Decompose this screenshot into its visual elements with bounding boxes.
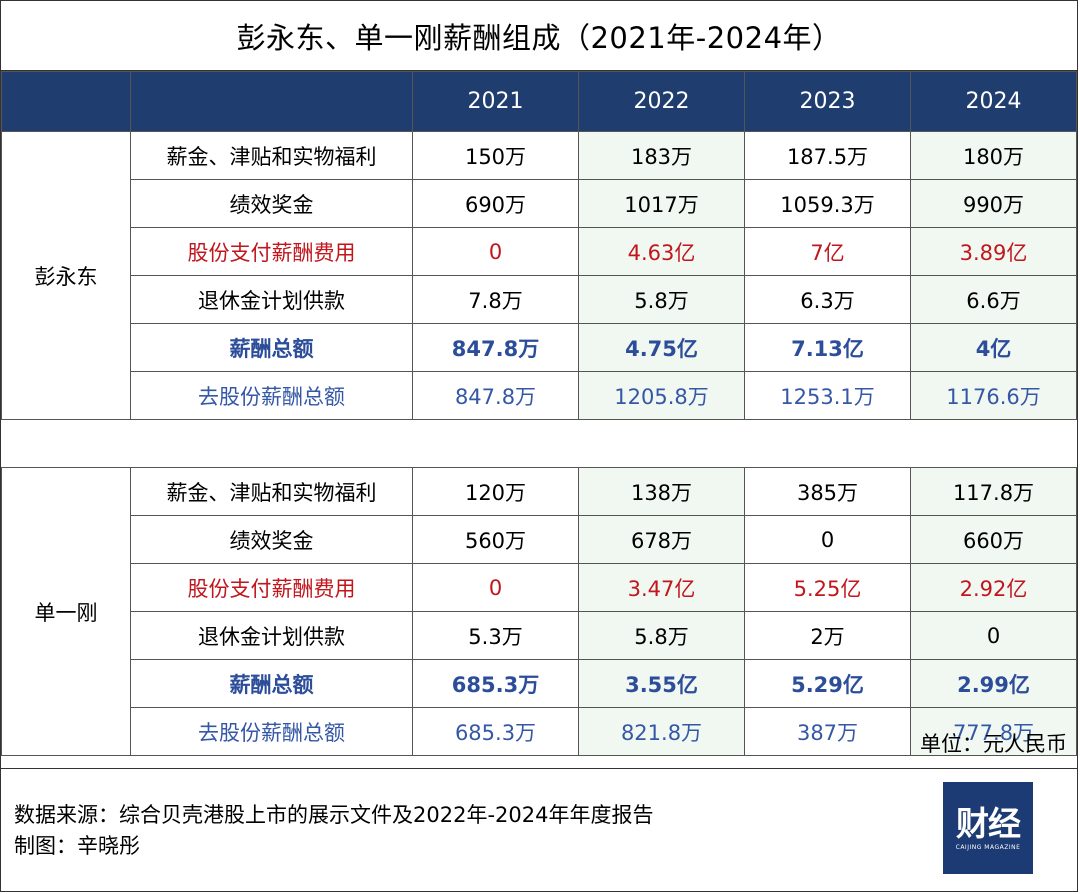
value-cell: 821.8万	[578, 707, 745, 756]
value-cell: 5.3万	[412, 611, 579, 660]
footer: 数据来源：综合贝壳港股上市的展示文件及2022年-2024年年度报告 制图：辛晓…	[14, 800, 653, 862]
table-row: 单一刚 薪金、津贴和实物福利 120万 138万 385万 117.8万	[1, 467, 1077, 756]
value-cell: 5.25亿	[744, 563, 911, 612]
table-row: 退休金计划供款 7.8万 5.8万 6.3万 6.6万	[2, 275, 1077, 324]
section-gap-cell	[1, 419, 1077, 468]
value-cell: 5.8万	[578, 611, 745, 660]
value-cell: 180万	[910, 131, 1077, 180]
value-cell: 2.92亿	[910, 563, 1077, 612]
table-row: 薪酬总额 685.3万 3.55亿 5.29亿 2.99亿	[2, 659, 1077, 708]
value-cell: 2.99亿	[910, 659, 1077, 708]
row-label: 股份支付薪酬费用	[130, 227, 413, 276]
value-cell: 6.6万	[910, 275, 1077, 324]
table-row: 绩效奖金 690万 1017万 1059.3万 990万	[2, 179, 1077, 228]
value-cell: 117.8万	[910, 467, 1077, 516]
row-label: 退休金计划供款	[130, 611, 413, 660]
header-year: 2021	[412, 71, 579, 132]
row-label: 股份支付薪酬费用	[130, 563, 413, 612]
source-note: 数据来源：综合贝壳港股上市的展示文件及2022年-2024年年度报告	[14, 803, 654, 827]
value-cell: 7亿	[744, 227, 911, 276]
value-cell: 685.3万	[412, 659, 579, 708]
unit-text: 单位：元人民币	[920, 732, 1067, 756]
value-cell: 690万	[412, 179, 579, 228]
value-cell: 4.75亿	[578, 323, 745, 372]
value-cell: 1205.8万	[578, 371, 745, 420]
value-cell: 560万	[412, 515, 579, 564]
value-cell: 0	[744, 515, 911, 564]
table-row: 去股份薪酬总额 685.3万 821.8万 387万 777.8万	[2, 707, 1077, 756]
value-cell: 847.8万	[412, 323, 579, 372]
row-label: 薪酬总额	[130, 323, 413, 372]
page-title: 彭永东、单一刚薪酬组成（2021年-2024年）	[1, 1, 1077, 71]
value-cell: 685.3万	[412, 707, 579, 756]
value-cell: 150万	[412, 131, 579, 180]
table-row: 退休金计划供款 5.3万 5.8万 2万 0	[2, 611, 1077, 660]
value-cell: 3.89亿	[910, 227, 1077, 276]
row-label: 薪金、津贴和实物福利	[130, 467, 413, 516]
value-cell: 0	[910, 611, 1077, 660]
value-cell: 183万	[578, 131, 745, 180]
row-label: 去股份薪酬总额	[130, 371, 413, 420]
value-cell: 0	[412, 227, 579, 276]
logo-sub-text: CAIJING MAGAZINE	[955, 843, 1021, 851]
header-row: 2021 2022 2023 2024	[1, 71, 1077, 132]
logo-main-text: 财经	[956, 803, 1021, 843]
value-cell: 7.13亿	[744, 323, 911, 372]
row-label: 薪酬总额	[130, 659, 413, 708]
header-label-col	[130, 71, 413, 132]
header-year: 2022	[578, 71, 745, 132]
value-cell: 1176.6万	[910, 371, 1077, 420]
row-label: 去股份薪酬总额	[130, 707, 413, 756]
compensation-table: 2021 2022 2023 2024 彭永东 薪金、津贴和实物福利 150万 183…	[1, 71, 1077, 756]
table-row: 绩效奖金 560万 678万 0 660万	[2, 515, 1077, 564]
value-cell: 0	[412, 563, 579, 612]
value-cell: 678万	[578, 515, 745, 564]
table-row: 去股份薪酬总额 847.8万 1205.8万 1253.1万 1176.6万	[2, 371, 1077, 420]
value-cell: 7.8万	[412, 275, 579, 324]
row-label: 绩效奖金	[130, 515, 413, 564]
value-cell: 1059.3万	[744, 179, 911, 228]
value-cell: 1017万	[578, 179, 745, 228]
value-cell: 847.8万	[412, 371, 579, 420]
value-cell: 990万	[910, 179, 1077, 228]
table-row: 股份支付薪酬费用 0 3.47亿 5.25亿 2.92亿	[2, 563, 1077, 612]
value-cell: 187.5万	[744, 131, 911, 180]
person-name: 彭永东	[1, 131, 131, 420]
value-cell: 1253.1万	[744, 371, 911, 420]
person-name: 单一刚	[1, 467, 131, 756]
table-row: 薪酬总额 847.8万 4.75亿 7.13亿 4亿	[2, 323, 1077, 372]
value-cell: 4.63亿	[578, 227, 745, 276]
value-cell: 385万	[744, 467, 911, 516]
value-cell: 5.8万	[578, 275, 745, 324]
value-cell: 3.47亿	[578, 563, 745, 612]
table-row: 彭永东 薪金、津贴和实物福利 150万 183万 187.5万 180万	[1, 131, 1077, 420]
value-cell: 4亿	[910, 323, 1077, 372]
caijing-logo: 财经 CAIJING MAGAZINE	[943, 782, 1033, 874]
credit-note: 制图：辛晓彤	[14, 834, 140, 858]
value-cell: 660万	[910, 515, 1077, 564]
header-year: 2023	[744, 71, 911, 132]
value-cell: 138万	[578, 467, 745, 516]
value-cell: 2万	[744, 611, 911, 660]
value-cell: 3.55亿	[578, 659, 745, 708]
value-cell: 387万	[744, 707, 911, 756]
value-cell: 120万	[412, 467, 579, 516]
value-cell: 777.8万	[910, 707, 1077, 756]
unit-note: 单位：元人民币	[1, 718, 1077, 769]
row-label: 绩效奖金	[130, 179, 413, 228]
row-label: 薪金、津贴和实物福利	[130, 131, 413, 180]
value-cell: 6.3万	[744, 275, 911, 324]
header-corner	[1, 71, 131, 132]
row-label: 退休金计划供款	[130, 275, 413, 324]
section-gap	[1, 419, 1077, 468]
value-cell: 5.29亿	[744, 659, 911, 708]
table-row: 股份支付薪酬费用 0 4.63亿 7亿 3.89亿	[2, 227, 1077, 276]
header-year: 2024	[910, 71, 1077, 132]
